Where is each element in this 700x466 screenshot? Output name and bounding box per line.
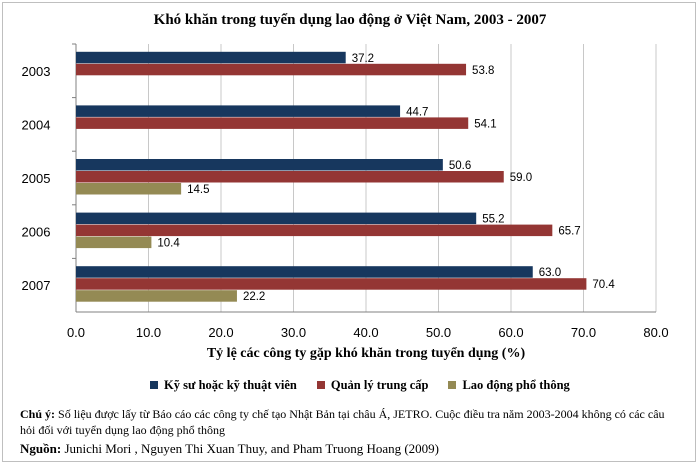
legend-item-workers: Lao động phổ thông bbox=[448, 377, 570, 393]
data-label: 65.7 bbox=[558, 226, 580, 238]
x-tick-label: 10.0 bbox=[136, 325, 161, 340]
bar bbox=[76, 159, 443, 171]
x-tick-label: 20.0 bbox=[208, 325, 233, 340]
x-tick-label: 70.0 bbox=[571, 325, 596, 340]
chart-title: Khó khăn trong tuyển dụng lao động ở Việ… bbox=[153, 12, 547, 28]
legend-label-workers: Lao động phổ thông bbox=[462, 377, 570, 392]
y-tick-label: 2004 bbox=[22, 117, 51, 132]
note-text: Số liệu được lấy từ Báo cáo các công ty … bbox=[20, 407, 665, 437]
x-axis-label: Tỷ lệ các công ty gặp khó khăn trong tuy… bbox=[206, 346, 526, 361]
y-tick-label: 2003 bbox=[22, 64, 51, 79]
legend-item-engineers: Kỹ sư hoặc kỹ thuật viên bbox=[150, 378, 297, 393]
data-label: 53.8 bbox=[472, 65, 494, 77]
x-tick-label: 30.0 bbox=[281, 325, 306, 340]
x-tick-label: 0.0 bbox=[67, 325, 85, 340]
source-text: Junichi Mori , Nguyen Thi Xuan Thuy, and… bbox=[61, 441, 440, 456]
data-label: 44.7 bbox=[406, 106, 428, 118]
bar-chart: 0.0 10.0 20.0 30.0 40.0 50.0 60.0 70.0 80.0 2003 3… bbox=[22, 43, 669, 340]
bar bbox=[76, 183, 182, 195]
y-tick-label: 2007 bbox=[22, 278, 51, 293]
bar bbox=[76, 266, 533, 278]
data-label: 50.6 bbox=[449, 160, 471, 172]
legend-swatch-managers bbox=[316, 381, 325, 389]
data-label: 59.0 bbox=[510, 172, 532, 184]
y-tick-label: 2005 bbox=[22, 171, 51, 186]
chart-frame bbox=[2, 2, 696, 462]
data-label: 14.5 bbox=[187, 184, 209, 196]
data-label: 37.2 bbox=[352, 53, 374, 65]
bar bbox=[76, 224, 553, 237]
data-label: 10.4 bbox=[157, 238, 180, 250]
bar bbox=[76, 63, 467, 76]
legend-swatch-engineers bbox=[150, 381, 158, 389]
bar bbox=[76, 290, 237, 302]
bar bbox=[76, 117, 469, 129]
bar bbox=[76, 105, 401, 117]
data-label: 55.2 bbox=[482, 214, 504, 226]
legend-swatch-workers bbox=[448, 381, 457, 389]
data-label: 22.2 bbox=[243, 291, 265, 303]
data-label: 63.0 bbox=[539, 267, 561, 279]
x-tick-label: 40.0 bbox=[353, 325, 378, 340]
legend-label-engineers: Kỹ sư hoặc kỹ thuật viên bbox=[164, 377, 297, 392]
note: Chú ý: Số liệu được lấy từ Báo cáo các c… bbox=[20, 406, 680, 438]
bar bbox=[76, 278, 587, 290]
note-label: Chú ý: bbox=[20, 407, 56, 421]
data-label: 54.1 bbox=[474, 118, 496, 130]
bar bbox=[76, 171, 504, 183]
bar bbox=[76, 236, 152, 249]
data-label: 70.4 bbox=[592, 279, 615, 291]
y-tick-label: 2006 bbox=[22, 225, 51, 240]
legend-label-managers: Quản lý trung cấp bbox=[330, 377, 429, 392]
bar bbox=[76, 212, 477, 225]
source-label: Nguồn: bbox=[20, 441, 62, 456]
x-tick-label: 60.0 bbox=[498, 325, 523, 340]
legend-item-managers: Quản lý trung cấp bbox=[316, 377, 429, 393]
bar bbox=[76, 51, 346, 64]
legend: Kỹ sư hoặc kỹ thuật viên Quản lý trung c… bbox=[150, 376, 570, 394]
x-tick-label: 50.0 bbox=[426, 325, 451, 340]
x-tick-label: 80.0 bbox=[643, 325, 668, 340]
source: Nguồn: Junichi Mori , Nguyen Thi Xuan Th… bbox=[20, 441, 680, 457]
